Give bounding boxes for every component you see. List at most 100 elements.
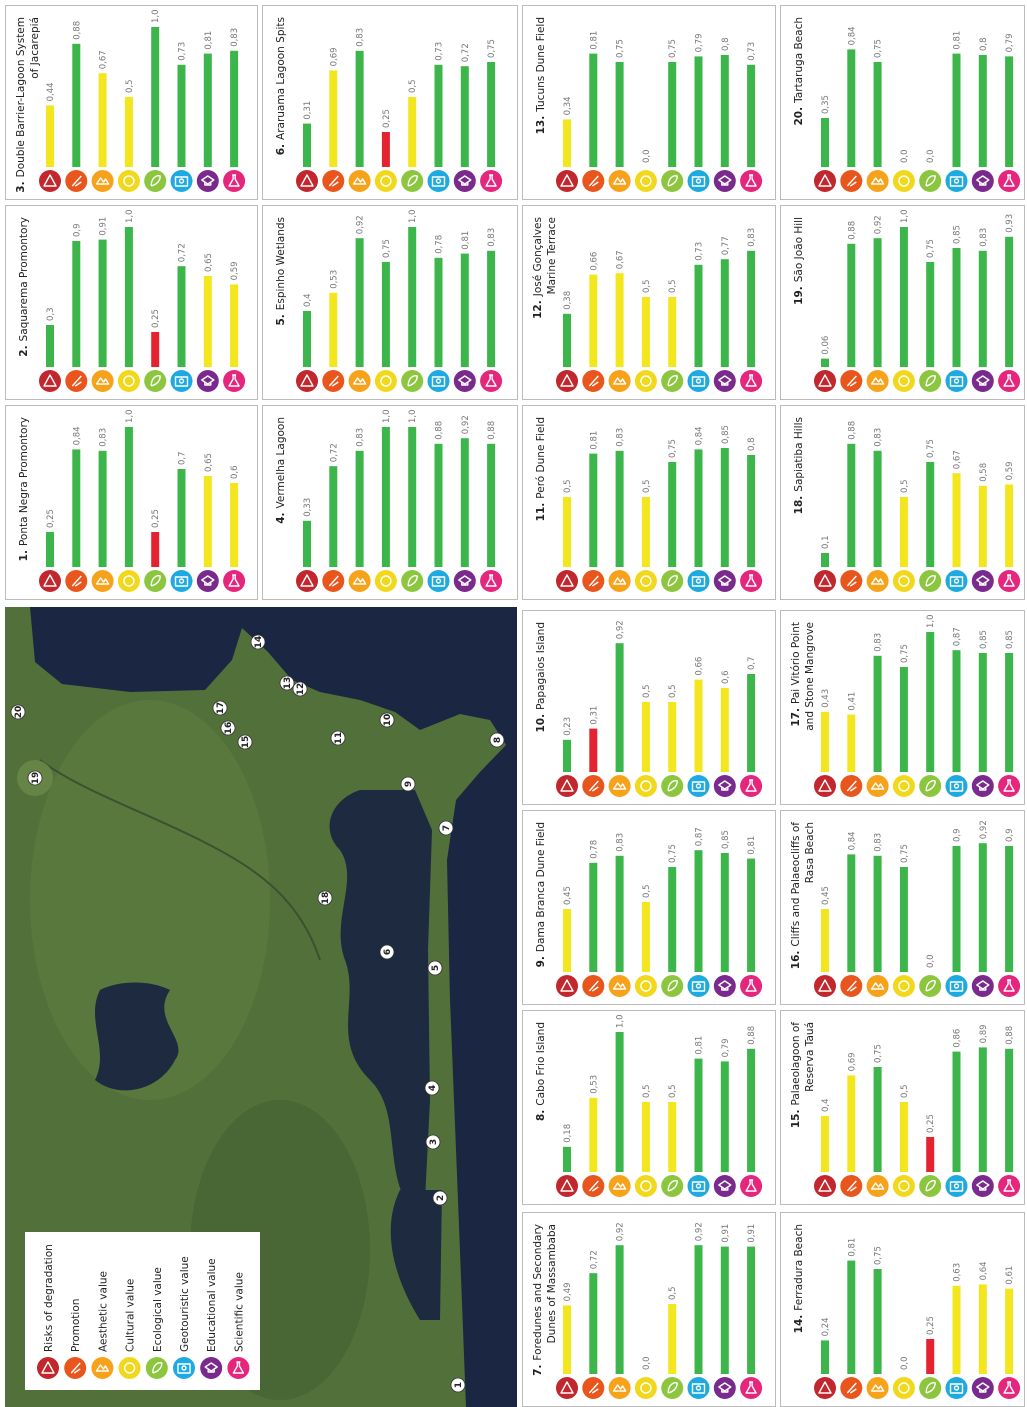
chart-title: Marine Terrace <box>546 217 558 294</box>
chart-panel: 3.Double Barrier-Lagoon Systemof Jacarep… <box>6 6 258 200</box>
category-icon <box>609 370 631 392</box>
icon-circle <box>946 975 968 997</box>
bar <box>46 105 54 167</box>
category-icon <box>867 370 889 392</box>
value-label: 0,5 <box>668 279 678 293</box>
value-label: 0,81 <box>204 31 214 50</box>
icon-circle <box>223 370 245 392</box>
value-label: 0,75 <box>874 1246 884 1265</box>
value-label: 0,25 <box>151 509 161 528</box>
category-icon <box>998 170 1020 192</box>
category-icon <box>867 1377 889 1399</box>
value-label: 0,31 <box>589 706 599 725</box>
chart-title-text: Cliffs and Palaeocliffs of <box>790 822 802 947</box>
chart-title: 5.Espinho Wetlands <box>275 217 287 326</box>
bar <box>1005 1049 1013 1172</box>
figure: 1.Ponta Negra Promontory0,250,840,831,00… <box>0 0 1027 1407</box>
category-icon <box>609 975 631 997</box>
value-label: 0,78 <box>435 235 445 254</box>
bar <box>668 867 676 972</box>
category-icon <box>998 370 1020 392</box>
bar <box>668 62 676 167</box>
bar <box>303 521 311 567</box>
value-label: 0,89 <box>979 1024 989 1043</box>
icon-circle <box>740 775 762 797</box>
map-marker-label: 6 <box>383 949 393 955</box>
category-icon <box>919 1377 941 1399</box>
value-label: 0,84 <box>695 426 705 445</box>
icon-circle <box>227 1357 249 1379</box>
value-label: 0,59 <box>230 261 240 280</box>
bar <box>46 532 54 567</box>
category-icon <box>171 570 193 592</box>
panel-border <box>523 1213 776 1407</box>
icon-circle <box>714 975 736 997</box>
icon-circle <box>454 170 476 192</box>
chart-number: 11. <box>535 503 547 522</box>
category-icon <box>635 170 657 192</box>
category-icon <box>582 1175 604 1197</box>
legend-label: Promotion <box>70 1299 82 1352</box>
icon-circle <box>635 570 657 592</box>
icon-circle <box>635 975 657 997</box>
icon-circle <box>661 1377 683 1399</box>
value-label: 0,8 <box>747 437 757 451</box>
icon-circle <box>972 370 994 392</box>
bar <box>72 241 80 367</box>
category-icon <box>661 1175 683 1197</box>
icon-circle <box>998 1377 1020 1399</box>
icon-circle <box>223 570 245 592</box>
chart-number: 6. <box>275 144 287 155</box>
chart-title-text: Palaeolagoon of <box>790 1022 802 1106</box>
bar <box>874 856 882 972</box>
value-label: 0,75 <box>668 439 678 458</box>
bar <box>979 251 987 367</box>
icon-circle <box>661 775 683 797</box>
bar <box>435 65 443 167</box>
icon-circle <box>401 170 423 192</box>
icon-circle <box>814 570 836 592</box>
chart-panel: 18.Sapiatiba Hills0,10,880,830,50,750,67… <box>781 406 1025 600</box>
bar <box>721 1061 729 1172</box>
value-label: 1,0 <box>151 9 161 23</box>
map-marker-label: 8 <box>493 737 503 743</box>
icon-circle <box>144 570 166 592</box>
value-label: 0,83 <box>616 833 626 852</box>
category-icon <box>39 570 61 592</box>
bar <box>847 444 855 567</box>
chart-title-text: Marine Terrace <box>546 217 558 294</box>
category-icon <box>893 1377 915 1399</box>
value-label: 0,6 <box>230 465 240 479</box>
value-label: 0,92 <box>979 820 989 839</box>
icon-circle <box>714 775 736 797</box>
chart-panel: 19.São João Hill0,060,880,921,00,750,850… <box>781 206 1025 400</box>
category-icon <box>146 1357 168 1379</box>
bar <box>747 674 755 772</box>
chart-title: 15.Palaeolagoon of <box>790 1022 802 1128</box>
category-icon <box>454 570 476 592</box>
icon-circle <box>893 370 915 392</box>
bar <box>178 65 186 167</box>
category-icon <box>296 170 318 192</box>
value-label: 0,72 <box>461 43 471 62</box>
value-label: 0,4 <box>303 293 313 307</box>
category-icon <box>296 370 318 392</box>
value-label: 0,5 <box>668 1084 678 1098</box>
bar <box>695 1245 703 1374</box>
category-icon <box>197 570 219 592</box>
map-marker-label: 20 <box>14 706 24 719</box>
chart-number: 20. <box>793 107 805 126</box>
bar <box>979 55 987 167</box>
chart-number: 7. <box>532 1365 544 1376</box>
panel-border <box>263 206 518 400</box>
value-label: 1,0 <box>926 614 936 628</box>
value-label: 0,41 <box>847 692 857 711</box>
category-icon <box>582 570 604 592</box>
value-label: 0,75 <box>874 1044 884 1063</box>
category-icon <box>582 1377 604 1399</box>
chart-title-text: Double Barrier-Lagoon System <box>15 17 27 177</box>
category-icon <box>740 775 762 797</box>
icon-circle <box>688 775 710 797</box>
bar <box>356 451 364 567</box>
category-icon <box>480 370 502 392</box>
